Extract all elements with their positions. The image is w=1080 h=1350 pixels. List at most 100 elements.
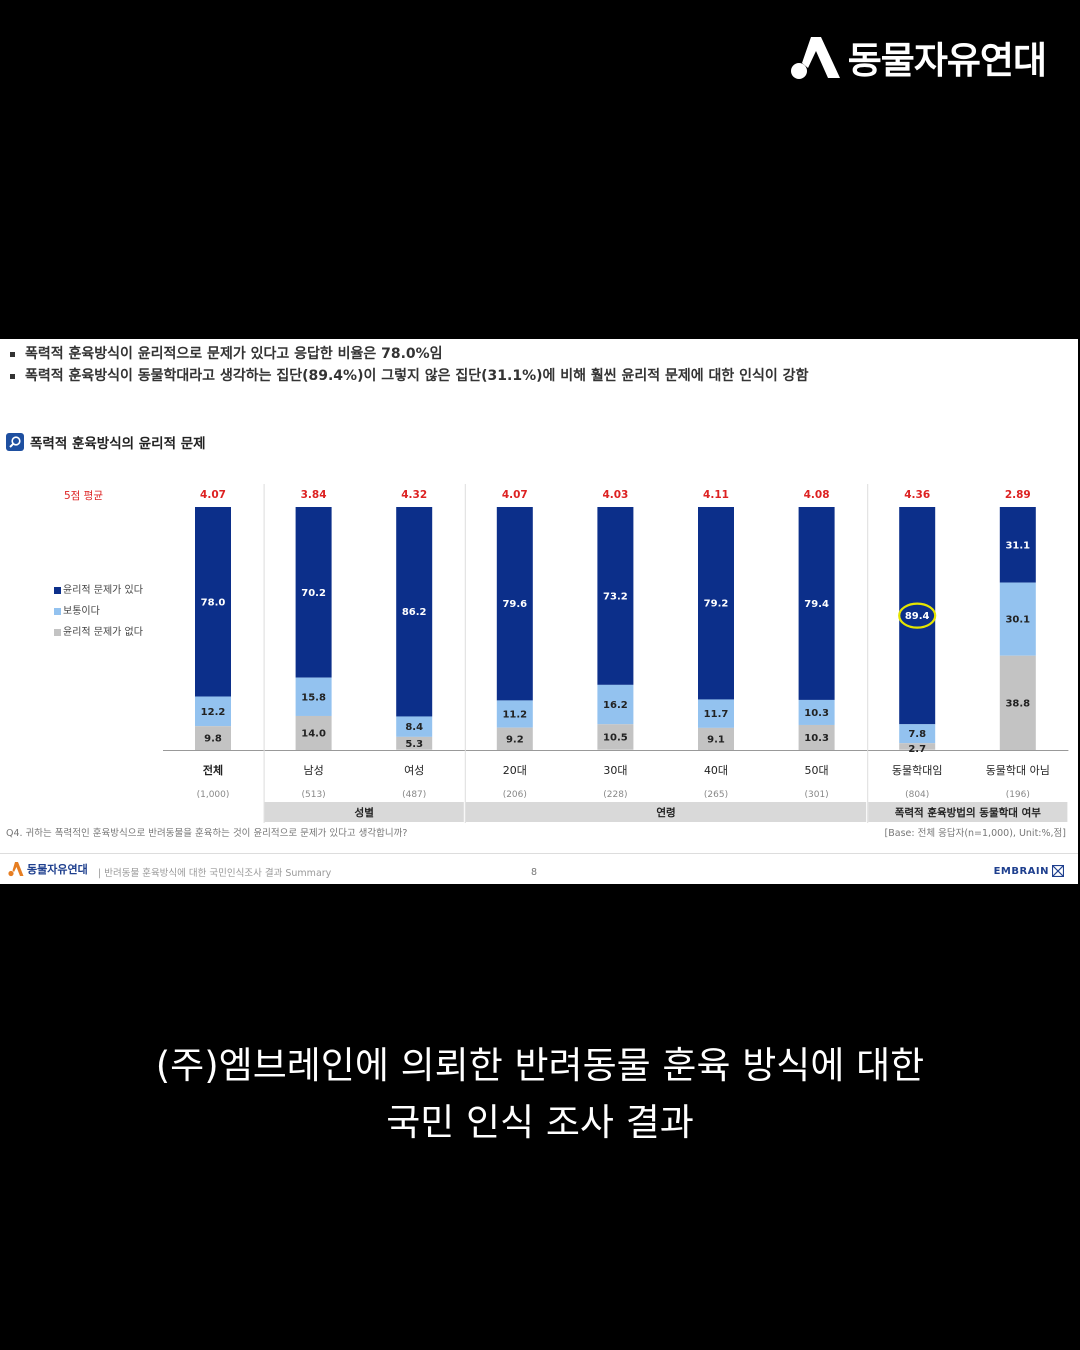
- summary-bullets: 폭력적 훈육방식이 윤리적으로 문제가 있다고 응답한 비율은 78.0%임 폭…: [10, 343, 808, 387]
- embrain-logo: EMBRAIN: [994, 865, 1064, 877]
- sample-count: (228): [603, 790, 627, 800]
- bar-value-label: 9.1: [707, 734, 725, 745]
- bar-value-label: 7.8: [908, 729, 926, 740]
- bar-value-label: 15.8: [301, 692, 326, 703]
- legend-label: 윤리적 문제가 있다: [63, 585, 143, 596]
- footer-divider: [0, 853, 1078, 854]
- average-value: 4.36: [904, 489, 930, 501]
- bar-value-label: 78.0: [201, 597, 226, 608]
- highlight-circle: [898, 602, 937, 629]
- sample-count: (487): [402, 790, 426, 800]
- legend-swatch: [54, 587, 61, 594]
- average-value: 4.32: [401, 489, 427, 501]
- legend-swatch: [54, 629, 61, 636]
- section-title-text: 폭력적 훈육방식의 윤리적 문제: [30, 436, 206, 452]
- average-value: 4.11: [703, 489, 729, 501]
- category-label: 남성: [303, 764, 323, 777]
- bar-segment: [597, 684, 634, 725]
- bullet-item: 폭력적 훈육방식이 동물학대라고 생각하는 집단(89.4%)이 그렇지 않은 …: [10, 365, 808, 387]
- brand-logo-icon: [790, 37, 840, 79]
- legend-item: 보통이다: [54, 601, 143, 622]
- bar-segment: [195, 726, 231, 750]
- bar-segment: [597, 724, 634, 750]
- bar-segment: [798, 507, 835, 700]
- bar-value-label: 79.2: [704, 599, 729, 610]
- legend-swatch: [54, 608, 61, 615]
- group-band: [465, 802, 867, 822]
- bar-value-label: 11.7: [704, 709, 729, 720]
- bar-segment: [798, 699, 835, 725]
- group-label: 연령: [656, 806, 675, 819]
- average-value: 3.84: [301, 489, 327, 501]
- caption-line: (주)엠브레인에 의뢰한 반려동물 훈육 방식에 대한: [155, 1044, 925, 1087]
- average-value: 4.08: [804, 489, 830, 501]
- group-label: 폭력적 훈육방법의 동물학대 여부: [895, 806, 1042, 819]
- bar-value-label: 9.8: [204, 734, 222, 745]
- bar-value-label: 16.2: [603, 700, 628, 711]
- average-value: 2.89: [1005, 489, 1031, 501]
- legend-item: 윤리적 문제가 있다: [54, 580, 143, 601]
- bar-segment: [698, 727, 734, 750]
- bar-value-label: 12.2: [201, 707, 226, 718]
- bar-segment: [899, 724, 936, 744]
- magnifier-icon: [6, 433, 24, 451]
- bar-segment: [295, 715, 332, 750]
- category-label: 전체: [203, 763, 223, 777]
- bar-value-label: 9.2: [506, 734, 524, 745]
- base-note: [Base: 전체 응답자(n=1,000), Unit:%,점]: [884, 828, 1066, 839]
- brand-name: 동물자유연대: [847, 39, 1047, 82]
- sample-count: (1,000): [197, 790, 230, 800]
- bar-value-label: 70.2: [301, 588, 326, 599]
- bar-value-label: 10.3: [804, 733, 829, 744]
- bar-segment: [496, 700, 533, 728]
- average-row-label: 5점 평균: [64, 490, 103, 502]
- bar-value-label: 11.2: [502, 710, 527, 721]
- bar-segment: [899, 507, 936, 725]
- sample-count: (804): [905, 790, 929, 800]
- footer-logo-icon: [8, 862, 24, 877]
- category-label: 동물학대 아님: [986, 764, 1050, 777]
- bar-segment: [195, 696, 231, 727]
- footer-logo-text: 동물자유연대: [27, 863, 88, 876]
- page-number: 8: [531, 867, 538, 878]
- bar-value-label: 38.8: [1005, 698, 1030, 709]
- group-label: 성별: [355, 806, 374, 819]
- bar-value-label: 8.4: [405, 722, 423, 733]
- bar-value-label: 2.7: [908, 744, 926, 755]
- caption-line: 국민 인식 조사 결과: [386, 1101, 694, 1144]
- bar-segment: [295, 677, 332, 716]
- bar-segment: [295, 507, 332, 678]
- sample-count: (206): [503, 790, 527, 800]
- footer-logo: 동물자유연대: [8, 861, 88, 877]
- average-value: 4.07: [502, 489, 528, 501]
- bar-segment: [999, 582, 1036, 656]
- category-label: 40대: [704, 764, 728, 777]
- bullet-text: 폭력적 훈육방식이 윤리적으로 문제가 있다고 응답한 비율은 78.0%임: [25, 346, 443, 362]
- group-band: [264, 802, 464, 822]
- bar-segment: [798, 724, 835, 750]
- bullet-text: 폭력적 훈육방식이 동물학대라고 생각하는 집단(89.4%)이 그렇지 않은 …: [25, 368, 809, 384]
- bar-segment: [396, 716, 433, 737]
- bar-segment: [396, 507, 433, 717]
- bar-segment: [999, 507, 1036, 583]
- average-value: 4.07: [200, 489, 226, 501]
- bar-value-label: 79.6: [502, 599, 527, 610]
- category-label: 동물학대임: [892, 764, 943, 777]
- legend-label: 윤리적 문제가 없다: [63, 627, 143, 638]
- category-label: 20대: [503, 764, 527, 777]
- bullet-item: 폭력적 훈육방식이 윤리적으로 문제가 있다고 응답한 비율은 78.0%임: [10, 343, 808, 365]
- bar-value-label: 89.4: [905, 611, 930, 622]
- survey-question: Q4. 귀하는 폭력적인 훈육방식으로 반려동물을 훈육하는 것이 윤리적으로 …: [6, 828, 408, 839]
- bar-segment: [999, 655, 1036, 750]
- bar-value-label: 5.3: [405, 739, 423, 750]
- bar-segment: [698, 507, 734, 700]
- legend-label: 보통이다: [63, 606, 100, 617]
- chart-legend: 윤리적 문제가 있다 보통이다 윤리적 문제가 없다: [54, 580, 143, 643]
- sample-count: (301): [804, 790, 828, 800]
- category-label: 50대: [805, 764, 829, 777]
- bar-value-label: 79.4: [804, 599, 829, 610]
- sample-count: (513): [301, 790, 325, 800]
- bar-value-label: 30.1: [1005, 615, 1030, 626]
- bar-segment: [496, 507, 533, 701]
- sample-count: (196): [1006, 790, 1030, 800]
